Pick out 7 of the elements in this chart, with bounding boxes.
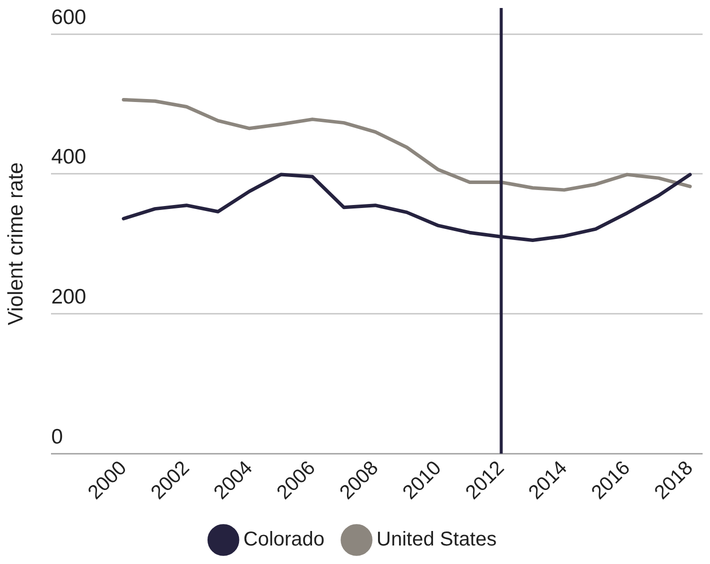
legend-label: United States <box>376 528 497 551</box>
y-tick-label: 400 <box>51 146 86 169</box>
y-tick-label: 0 <box>51 425 63 448</box>
y-tick-label: 600 <box>51 6 86 29</box>
legend-label: Colorado <box>243 528 325 551</box>
y-axis-title: Violent crime rate <box>4 162 28 326</box>
y-tick-label: 200 <box>51 286 86 309</box>
